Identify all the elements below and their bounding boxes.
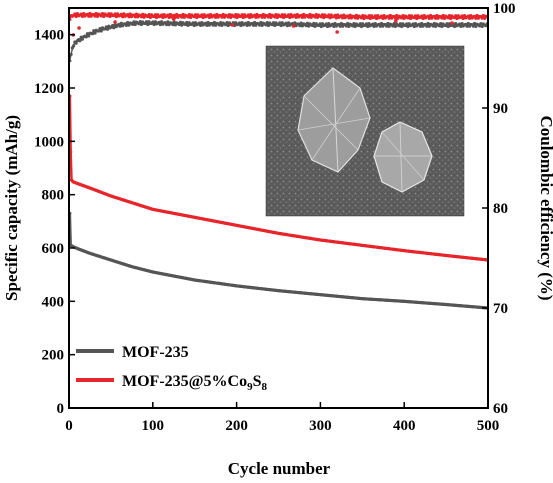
series-3-line xyxy=(69,14,488,19)
y-right-tick-label: 70 xyxy=(493,301,508,317)
series-3-outlier-point xyxy=(230,23,235,27)
legend-label-mof235-co9s8: MOF-235@5%Co9S8 xyxy=(122,373,268,393)
series-3 xyxy=(69,11,488,22)
series-2 xyxy=(69,20,488,63)
x-tick-label: 200 xyxy=(225,418,248,434)
x-tick-label: 300 xyxy=(309,418,332,434)
series-3-outlier-point xyxy=(450,21,454,25)
y-axis-left: 0 200 400 600 800 1000 1200 1400 xyxy=(34,28,75,417)
y-axis-left-title: Specific capacity (mAh/g) xyxy=(2,115,21,301)
y-left-tick-label: 600 xyxy=(42,241,65,257)
y-axis-right: 60 70 80 90 100 xyxy=(482,1,516,417)
x-tick-label: 0 xyxy=(65,418,73,434)
y-left-tick-label: 200 xyxy=(42,348,65,364)
series-0 xyxy=(69,211,488,310)
legend: MOF-235 MOF-235@5%Co9S8 xyxy=(76,344,268,393)
sem-particle-small xyxy=(373,121,433,193)
series-2-line xyxy=(69,22,488,61)
series-3-outlier-point xyxy=(291,24,296,28)
series-3-outlier-point xyxy=(394,19,398,23)
series-layer xyxy=(69,11,488,310)
series-1 xyxy=(69,94,488,262)
y-left-tick-label: 1200 xyxy=(34,81,64,97)
y-right-tick-label: 90 xyxy=(493,101,508,117)
sem-inset-image xyxy=(265,45,465,217)
series-0-line xyxy=(69,213,488,310)
series-3-outlier-point xyxy=(77,26,81,30)
sem-particle-large xyxy=(297,67,371,173)
x-tick-label: 400 xyxy=(393,418,416,434)
series-3-outlier-point xyxy=(171,17,176,21)
y-right-tick-label: 80 xyxy=(493,201,508,217)
y-left-tick-label: 1000 xyxy=(34,134,64,150)
y-right-tick-label: 60 xyxy=(493,401,508,417)
legend-label-mof235: MOF-235 xyxy=(122,344,189,361)
series-3-outlier-point xyxy=(113,20,117,24)
y-right-tick-label: 100 xyxy=(493,1,516,17)
y-axis-right-title: Coulombic efficiency (%) xyxy=(537,115,553,300)
x-tick-label: 100 xyxy=(142,418,165,434)
x-axis-title: Cycle number xyxy=(228,459,331,478)
series-1-line xyxy=(69,95,488,262)
y-left-tick-label: 800 xyxy=(42,188,65,204)
y-left-tick-label: 400 xyxy=(42,294,65,310)
y-left-tick-label: 1400 xyxy=(34,28,64,44)
x-axis: 0 100 200 300 400 500 xyxy=(65,402,499,434)
x-tick-label: 500 xyxy=(477,418,500,434)
series-3-outlier-point xyxy=(335,30,339,34)
y-left-tick-label: 0 xyxy=(57,401,65,417)
